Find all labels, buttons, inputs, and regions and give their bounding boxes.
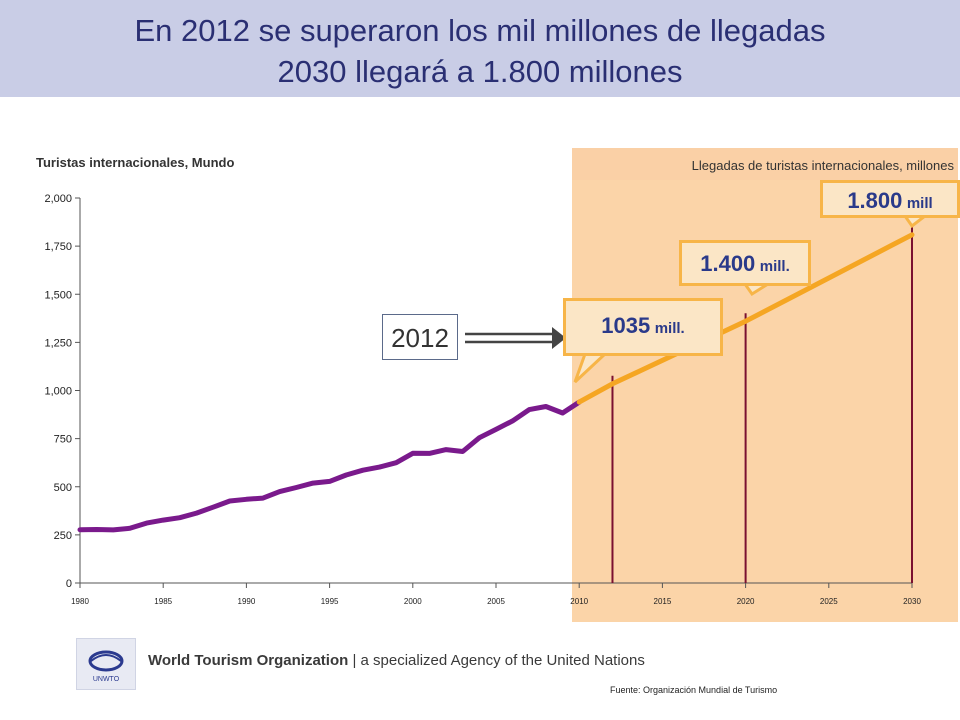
callout-1800: 1.800 mill xyxy=(820,180,960,218)
x-tick-label: 1990 xyxy=(238,597,256,606)
x-tick-label: 2015 xyxy=(654,597,672,606)
y-tick-label: 1,250 xyxy=(44,337,72,349)
title-line-2: 2030 llegará a 1.800 millones xyxy=(277,54,683,89)
y-tick-label: 1,000 xyxy=(44,386,72,398)
callout-1400-unit: mill. xyxy=(759,258,790,275)
logo-text: UNWTO xyxy=(93,676,120,683)
historical-series-line xyxy=(77,399,582,533)
callout-tail-1035 xyxy=(573,352,609,384)
callout-1800-unit: mill xyxy=(906,195,933,212)
year-arrow xyxy=(465,327,566,349)
y-tick-label: 250 xyxy=(54,530,72,542)
highlight-year-box: 2012 xyxy=(382,314,458,360)
callout-1035: 1035 mill. xyxy=(563,298,723,356)
x-tick-label: 2020 xyxy=(737,597,755,606)
x-tick-label: 2000 xyxy=(404,597,422,606)
y-tick-label: 750 xyxy=(54,434,72,446)
globe-icon: UNWTO xyxy=(88,650,124,683)
x-tick-label: 2025 xyxy=(820,597,838,606)
y-tick-label: 1,750 xyxy=(44,241,72,253)
page-title: En 2012 se superaron los mil millones de… xyxy=(0,10,960,92)
title-banner xyxy=(0,0,960,97)
org-tagline: | a specialized Agency of the United Nat… xyxy=(348,652,645,669)
x-tick-label: 1980 xyxy=(71,597,89,606)
chart-title: Turistas internacionales, Mundo xyxy=(36,155,235,170)
callout-1400: 1.400 mill. xyxy=(679,240,811,286)
callout-1035-unit: mill. xyxy=(654,320,685,337)
y-tick-label: 0 xyxy=(66,578,72,590)
y-tick-label: 1,500 xyxy=(44,289,72,301)
callout-1400-value: 1.400 xyxy=(700,251,756,276)
x-tick-label: 2005 xyxy=(487,597,505,606)
x-tick-label: 2030 xyxy=(903,597,921,606)
forecast-caption-strip xyxy=(572,148,958,180)
x-tick-label: 1985 xyxy=(154,597,172,606)
x-tick-label: 1995 xyxy=(321,597,339,606)
source-note: Fuente: Organización Mundial de Turismo xyxy=(610,685,778,695)
footer-organization: World Tourism Organization | a specializ… xyxy=(148,652,645,669)
callout-1035-value: 1035 xyxy=(601,313,651,338)
y-tick-label: 500 xyxy=(54,482,72,494)
x-tick-label: 2010 xyxy=(570,597,588,606)
org-name: World Tourism Organization xyxy=(148,652,349,669)
y-tick-label: 2,000 xyxy=(44,193,72,205)
forecast-caption: Llegadas de turistas internacionales, mi… xyxy=(691,158,954,173)
callout-1800-value: 1.800 xyxy=(847,188,903,213)
title-line-1: En 2012 se superaron los mil millones de… xyxy=(134,13,826,48)
unwto-logo: UNWTO xyxy=(76,638,136,690)
forecast-panel xyxy=(572,148,958,622)
